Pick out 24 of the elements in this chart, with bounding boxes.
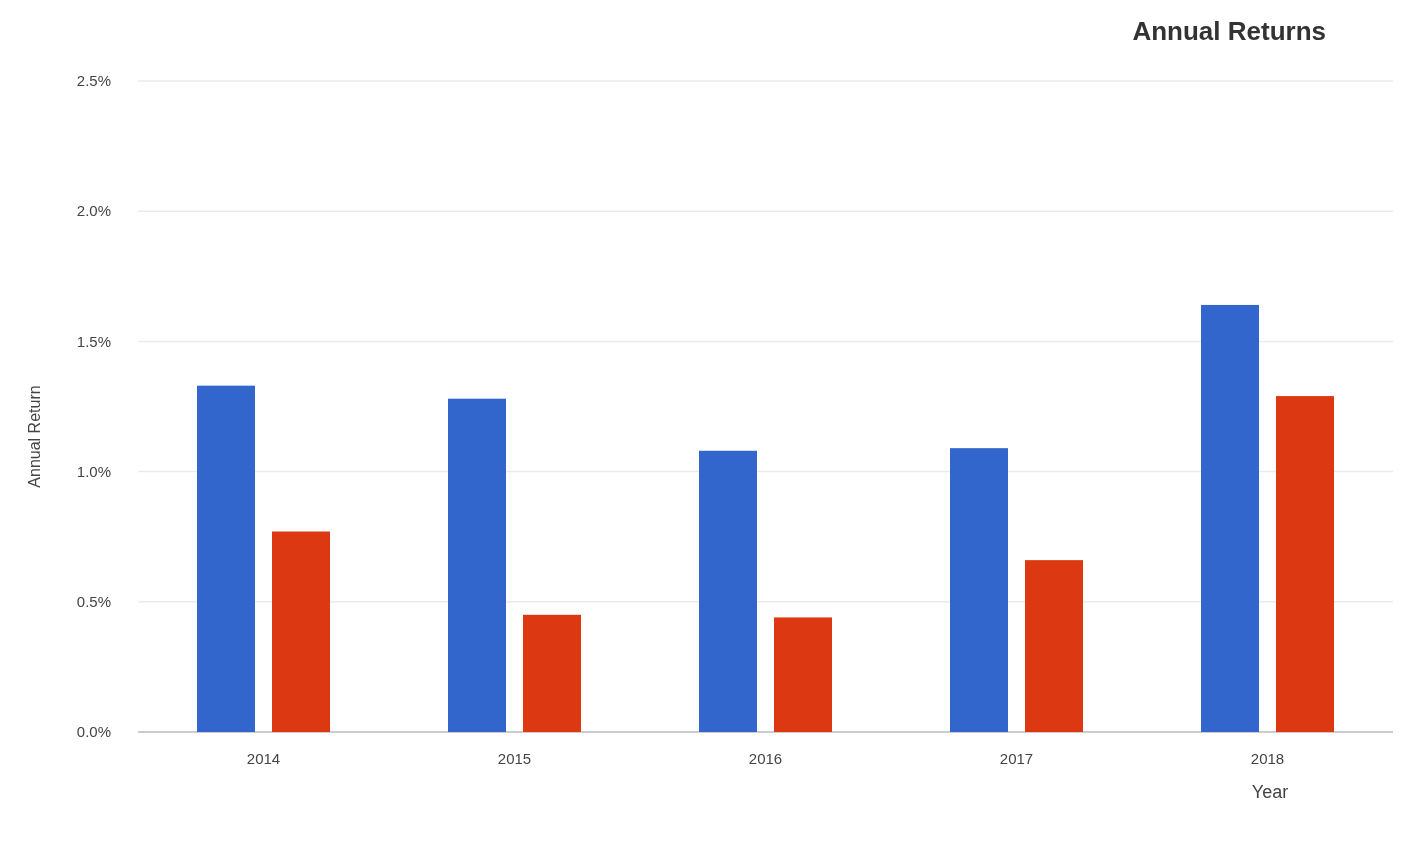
x-tick-label: 2015	[497, 750, 532, 767]
bar	[1201, 304, 1259, 732]
y-tick-label: 1.5%	[76, 332, 111, 350]
y-axis-title: Annual Return	[26, 385, 43, 488]
bar	[448, 398, 506, 732]
x-tick-label: 2018	[1250, 750, 1285, 767]
bar	[950, 448, 1008, 732]
x-tick-label: 2016	[748, 750, 783, 767]
x-tick-label: 2014	[246, 750, 281, 767]
bar	[774, 617, 832, 732]
bar	[197, 385, 255, 732]
y-tick-label: 1.0%	[76, 462, 111, 480]
bar	[523, 614, 581, 732]
x-tick-label: 2017	[999, 750, 1034, 767]
y-tick-label: 0.5%	[76, 593, 111, 611]
bar	[1025, 560, 1083, 732]
chart-title: Annual Returns	[1132, 16, 1326, 46]
y-tick-label: 2.0%	[76, 202, 111, 220]
bar	[272, 531, 330, 732]
bar	[1276, 396, 1334, 732]
x-axis-title: Year	[1251, 782, 1289, 802]
bar	[699, 450, 757, 732]
y-tick-label: 2.5%	[76, 72, 111, 90]
y-tick-label: 0.0%	[76, 723, 111, 741]
